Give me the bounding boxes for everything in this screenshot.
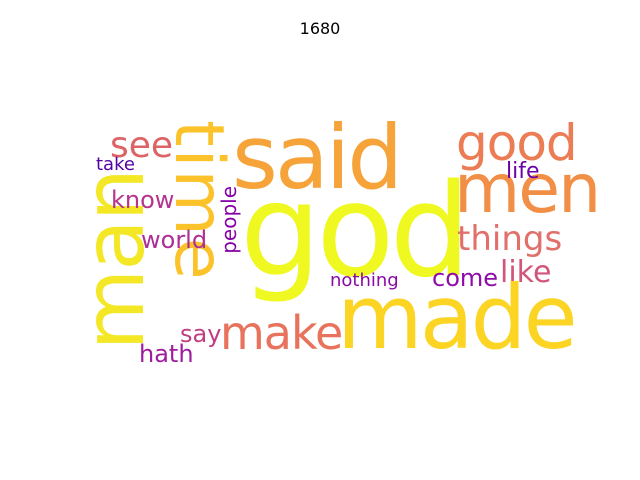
word-life: life [506,159,540,184]
word-god: god [240,157,471,306]
word-said: said [232,106,403,209]
word-make: make [220,306,343,360]
word-things: things [457,219,563,259]
word-say: say [180,320,222,348]
word-hath: hath [139,340,194,368]
chart-title: 1680 [299,19,341,38]
word-good: good [456,114,578,172]
word-see: see [110,125,174,166]
word-nothing: nothing [330,270,399,291]
word-made: made [337,266,578,369]
word-come: come [432,264,499,292]
word-men: men [454,150,601,229]
word-world: world [141,226,208,254]
word-know: know [111,186,175,214]
word-cloud: man time people said god good men life t… [65,106,601,368]
word-take: take [96,154,135,175]
word-time: time [159,120,238,282]
word-like: like [500,255,552,290]
